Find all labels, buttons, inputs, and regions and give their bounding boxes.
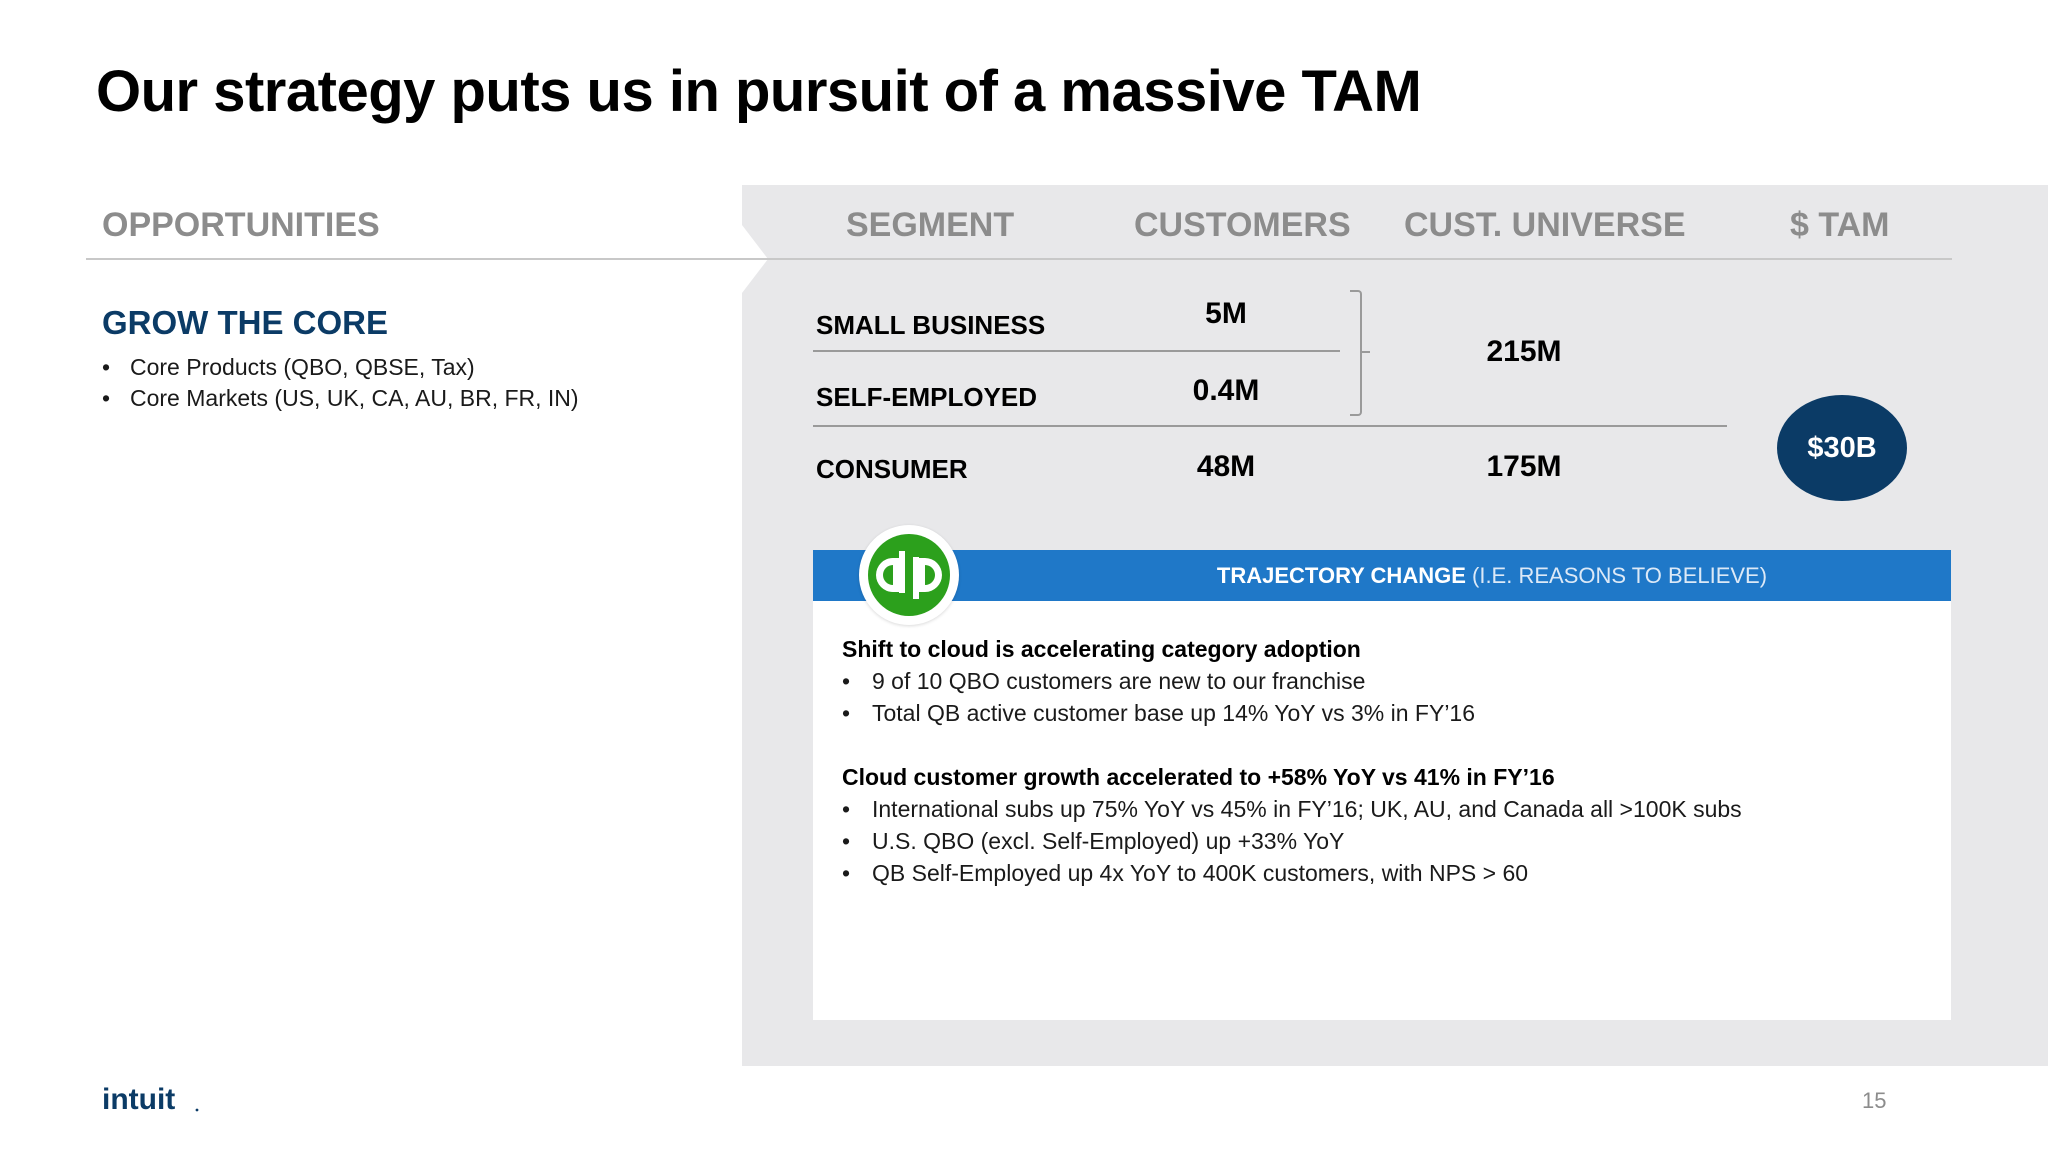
page-number: 15 bbox=[1862, 1088, 1887, 1113]
page-title: Our strategy puts us in pursuit of a mas… bbox=[96, 59, 1422, 124]
trajectory-box bbox=[813, 550, 1951, 1020]
trajectory-bullet: • U.S. QBO (excl. Self-Employed) up +33% … bbox=[842, 828, 1344, 855]
bullet-mark: • bbox=[842, 828, 851, 854]
bracket-tick bbox=[1360, 351, 1370, 353]
trajectory-title-bold: TRAJECTORY CHANGE bbox=[1216, 563, 1466, 588]
row-divider bbox=[813, 350, 1340, 352]
universe-header: CUST. UNIVERSE bbox=[1404, 206, 1686, 244]
segment-self-employed: SELF-EMPLOYED bbox=[816, 382, 1038, 412]
header-divider-left bbox=[86, 258, 766, 260]
trajectory-bar bbox=[813, 550, 1951, 601]
trajectory-bullet-text: International subs up 75% YoY vs 45% in … bbox=[872, 796, 1742, 822]
customers-self-employed: 0.4M bbox=[1192, 374, 1260, 407]
universe-consumer: 175M bbox=[1486, 450, 1562, 483]
trajectory-bullet-text: QB Self-Employed up 4x YoY to 400K custo… bbox=[872, 860, 1529, 886]
bullet-mark: • bbox=[842, 860, 851, 886]
trajectory-bullet: • 9 of 10 QBO customers are new to our fr… bbox=[842, 668, 1365, 695]
bullet-mark: • bbox=[102, 385, 111, 411]
header-divider-right bbox=[766, 258, 1952, 260]
intuit-logo-text: intuit bbox=[102, 1083, 175, 1116]
opportunities-header: OPPORTUNITIES bbox=[102, 206, 380, 244]
left-bullet: • Core Products (QBO, QBSE, Tax) bbox=[102, 354, 475, 381]
section-heading: Cloud customer growth accelerated to +58… bbox=[842, 764, 1555, 790]
bullet-mark: • bbox=[842, 796, 851, 822]
trajectory-bullet-text: 9 of 10 QBO customers are new to our fra… bbox=[872, 668, 1366, 694]
bullet-mark: • bbox=[102, 354, 111, 380]
grow-the-core-title: GROW THE CORE bbox=[102, 304, 388, 341]
left-bullet: • Core Markets (US, UK, CA, AU, BR, FR, I… bbox=[102, 385, 579, 412]
trajectory-bullet: • QB Self-Employed up 4x YoY to 400K cust… bbox=[842, 860, 1528, 887]
row-divider bbox=[813, 425, 1727, 427]
trajectory-title-rest: (I.E. REASONS TO BELIEVE) bbox=[1465, 563, 1768, 588]
universe-combined: 215M bbox=[1486, 335, 1562, 368]
customers-header: CUSTOMERS bbox=[1134, 206, 1351, 244]
tam-total-badge: $30B bbox=[1777, 395, 1907, 501]
trajectory-bullet: • International subs up 75% YoY vs 45% in… bbox=[842, 796, 1742, 823]
left-bullet-text: Core Products (QBO, QBSE, Tax) bbox=[130, 354, 475, 380]
quickbooks-logo-icon bbox=[859, 525, 959, 625]
segment-consumer: CONSUMER bbox=[816, 454, 968, 484]
tam-header: $ TAM bbox=[1790, 206, 1890, 244]
bullet-mark: • bbox=[842, 700, 851, 726]
trajectory-bullet: • Total QB active customer base up 14% Yo… bbox=[842, 700, 1475, 727]
section-heading: Shift to cloud is accelerating category … bbox=[842, 636, 1361, 662]
trajectory-bullet-text: Total QB active customer base up 14% YoY… bbox=[872, 700, 1476, 726]
left-bullet-text: Core Markets (US, UK, CA, AU, BR, FR, IN… bbox=[130, 385, 579, 411]
intuit-logo: intuit bbox=[102, 1081, 202, 1122]
segment-small-business: SMALL BUSINESS bbox=[816, 310, 1046, 340]
bullet-mark: • bbox=[842, 668, 851, 694]
trajectory-bullet-text: U.S. QBO (excl. Self-Employed) up +33% Y… bbox=[872, 828, 1345, 854]
trajectory-title: TRAJECTORY CHANGE (I.E. REASONS TO BELIE… bbox=[813, 550, 1951, 601]
customers-small-business: 5M bbox=[1205, 297, 1247, 330]
bracket bbox=[1350, 290, 1362, 416]
segment-header: SEGMENT bbox=[846, 206, 1015, 244]
customers-consumer: 48M bbox=[1196, 450, 1256, 483]
